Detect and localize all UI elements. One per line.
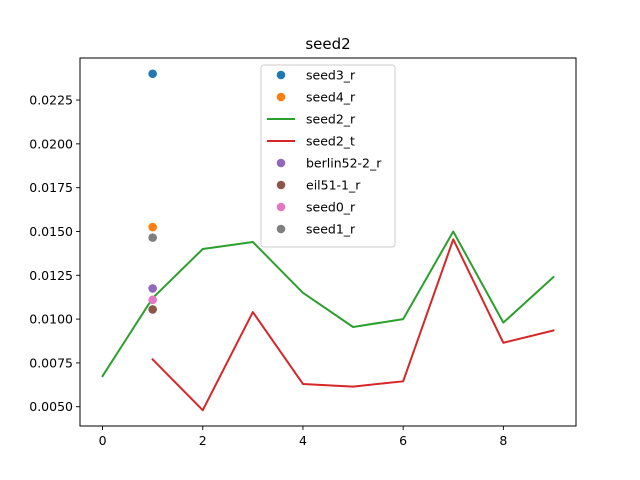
legend-item-seed2-t: seed2_t	[267, 134, 355, 149]
series-seed4-r	[148, 222, 157, 232]
legend-box	[260, 64, 396, 248]
series-seed3-r	[148, 69, 157, 79]
data-point-seed1-r	[148, 233, 157, 242]
data-point-seed3-r	[148, 69, 157, 79]
legend-label: berlin52-2_r	[306, 156, 382, 171]
series-line-seed2-t	[151, 238, 555, 412]
legend-item-eil51-1-r: eil51-1_r	[276, 178, 361, 193]
legend-swatch	[276, 158, 286, 168]
x-tick-label: 8	[499, 433, 507, 448]
axes: 0 2 4 6 8 0.0050 0.0075 0.0100 0.0125 0.0150 0.017…	[29, 93, 507, 448]
y-tick-label: 0.0200	[29, 136, 73, 151]
y-tick-label: 0.0100	[29, 312, 73, 327]
legend-item-seed1-r: seed1_r	[276, 222, 356, 237]
axes-frame	[79, 57, 577, 427]
x-tick-label: 0	[99, 433, 107, 448]
data-point-eil51-1-r	[148, 305, 157, 314]
series-seed1-r	[148, 233, 157, 242]
x-tick-label: 6	[399, 433, 407, 448]
legend-item-seed3-r: seed3_r	[276, 68, 356, 83]
legend-item-seed2-r: seed2_r	[267, 112, 356, 127]
data-point-seed0-r	[148, 295, 157, 305]
y-tick-label: 0.0050	[29, 399, 73, 414]
legend-swatch	[276, 202, 286, 212]
legend-label: seed2_t	[306, 134, 355, 149]
legend-label: eil51-1_r	[306, 178, 361, 193]
legend-label: seed2_r	[306, 112, 356, 127]
series-seed2-t	[151, 238, 555, 412]
legend-item-berlin52-2-r: berlin52-2_r	[276, 156, 382, 171]
legend-swatch	[276, 70, 286, 80]
chart-title: seed2	[305, 35, 350, 53]
legend-item-seed4-r: seed4_r	[276, 90, 356, 105]
y-tick-label: 0.0150	[29, 224, 73, 239]
y-tick-label: 0.0175	[29, 180, 73, 195]
legend-item-seed0-r: seed0_r	[276, 200, 356, 215]
legend-swatch	[276, 224, 286, 234]
legend-swatch	[276, 92, 286, 102]
legend-label: seed1_r	[306, 222, 356, 237]
data-point-berlin52-2-r	[148, 284, 157, 293]
legend-swatch	[276, 180, 286, 190]
series-eil51-1-r	[148, 305, 157, 314]
legend-label: seed3_r	[306, 68, 356, 83]
y-tick-label: 0.0075	[29, 355, 73, 370]
x-tick-label: 2	[199, 433, 207, 448]
y-tick-label: 0.0225	[29, 93, 73, 108]
plot-area	[101, 69, 555, 412]
legend-label: seed0_r	[306, 200, 356, 215]
x-tick-label: 4	[299, 433, 307, 448]
series-line-seed2-r	[101, 230, 555, 378]
series-seed0-r	[148, 295, 157, 305]
y-tick-label: 0.0125	[29, 268, 73, 283]
legend: seed3_r seed4_r seed2_r seed2_t berlin52-2_r…	[260, 64, 396, 248]
series-seed2-r	[101, 230, 555, 378]
data-point-seed4-r	[148, 222, 157, 232]
legend-label: seed4_r	[306, 90, 356, 105]
series-berlin52-2-r	[148, 284, 157, 293]
